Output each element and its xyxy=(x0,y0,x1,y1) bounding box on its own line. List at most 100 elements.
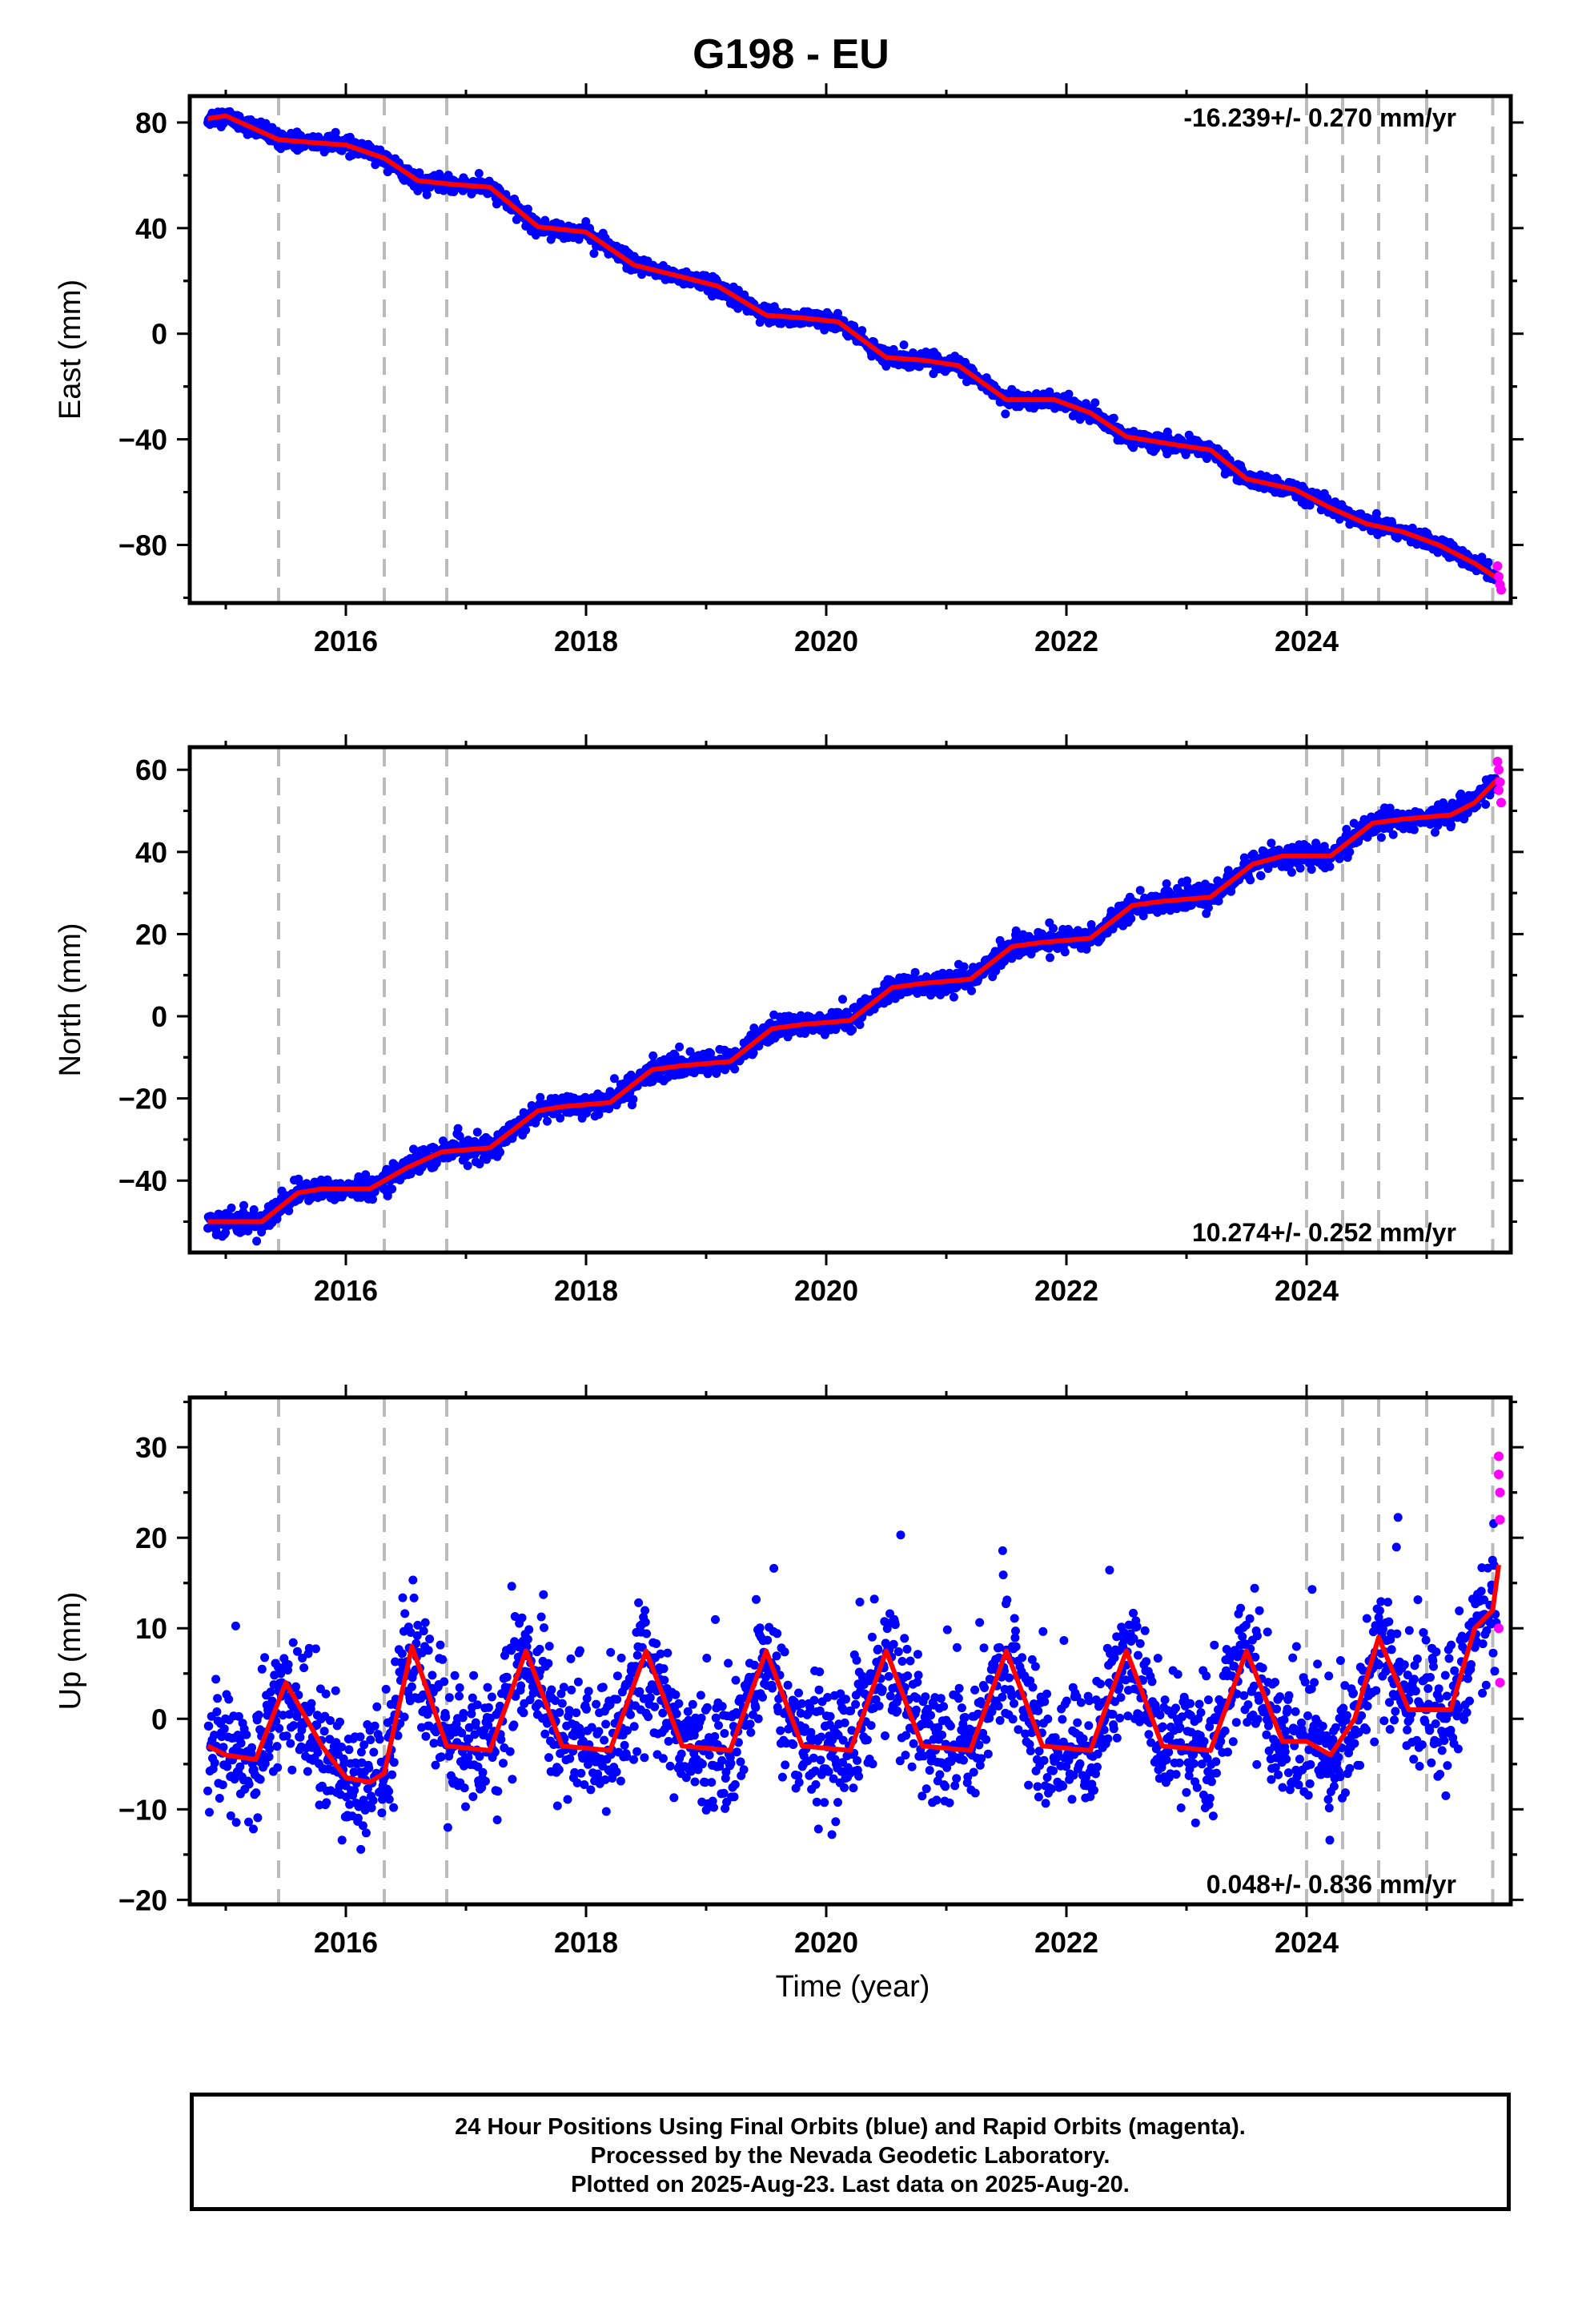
up-final-point xyxy=(242,1730,251,1739)
up-final-point xyxy=(219,1743,228,1752)
north-final-point xyxy=(1456,789,1466,798)
east-y-tick-label: −40 xyxy=(118,424,167,456)
up-final-point xyxy=(275,1723,284,1733)
east-x-tick-label: 2022 xyxy=(1034,625,1098,657)
north-x-tick-label: 2016 xyxy=(314,1274,378,1307)
north-final-point xyxy=(1307,865,1316,875)
north-final-point xyxy=(949,992,958,1002)
north-rapid-point xyxy=(1494,785,1504,795)
north-final-point xyxy=(1367,812,1376,822)
up-final-point xyxy=(236,1739,246,1748)
east-rapid-point xyxy=(1492,561,1503,571)
up-final-point xyxy=(367,1803,376,1812)
up-final-point xyxy=(223,1762,232,1771)
up-final-point xyxy=(282,1731,291,1741)
up-final-point xyxy=(257,1664,267,1674)
east-rapid-point xyxy=(1494,572,1504,582)
north-final-point xyxy=(409,1144,418,1154)
north-final-point xyxy=(227,1203,236,1212)
north-final-point xyxy=(453,1124,463,1133)
up-final-point xyxy=(361,1828,371,1838)
north-final-point xyxy=(609,1074,619,1084)
up-final-point xyxy=(381,1684,391,1694)
up-final-point xyxy=(319,1727,329,1736)
east-x-tick-label: 2016 xyxy=(314,625,378,657)
north-final-point xyxy=(1385,803,1395,813)
north-final-point xyxy=(1481,800,1491,809)
north-final-point xyxy=(1447,820,1456,830)
up-final-point xyxy=(285,1710,294,1719)
up-final-point xyxy=(210,1758,219,1767)
north-final-point xyxy=(1409,825,1419,834)
north-final-point xyxy=(706,1048,715,1058)
up-final-point xyxy=(211,1675,221,1684)
up-final-point xyxy=(254,1711,263,1719)
up-final-point xyxy=(289,1721,299,1731)
north-final-point xyxy=(1060,947,1070,957)
east-final-point xyxy=(413,186,423,195)
up-final-point xyxy=(377,1808,387,1818)
north-final-point xyxy=(1046,953,1054,963)
up-final-point xyxy=(255,1775,265,1784)
up-final-point xyxy=(356,1747,366,1757)
east-final-point xyxy=(899,340,909,350)
up-final-point xyxy=(355,1732,365,1742)
north-final-point xyxy=(801,1029,809,1038)
north-final-point xyxy=(855,1020,865,1029)
up-final-point xyxy=(203,1786,212,1795)
up-final-point xyxy=(304,1643,314,1653)
north-x-tick-label: 2020 xyxy=(794,1274,858,1307)
up-final-point xyxy=(389,1803,399,1812)
up-final-point xyxy=(295,1732,305,1742)
up-final-point xyxy=(224,1695,234,1704)
up-final-point xyxy=(210,1731,219,1740)
up-final-point xyxy=(278,1711,287,1720)
up-final-point xyxy=(253,1813,263,1823)
up-final-point xyxy=(251,1788,261,1798)
up-final-point xyxy=(321,1689,331,1699)
up-final-point xyxy=(369,1747,379,1757)
up-final-point xyxy=(234,1711,243,1721)
east-final-point xyxy=(261,119,271,128)
up-final-point xyxy=(235,1762,245,1771)
up-final-point xyxy=(344,1745,354,1755)
up-final-point xyxy=(273,1763,283,1772)
up-final-point xyxy=(358,1821,367,1831)
up-final-point xyxy=(335,1717,344,1727)
east-x-tick-label: 2020 xyxy=(794,625,858,657)
up-final-point xyxy=(213,1694,223,1703)
east-final-point xyxy=(422,190,432,199)
up-final-point xyxy=(205,1807,214,1817)
north-final-point xyxy=(1447,798,1457,808)
north-final-point xyxy=(1246,875,1255,885)
up-final-point xyxy=(364,1763,374,1773)
up-final-point xyxy=(265,1744,275,1754)
north-final-point xyxy=(463,1161,472,1171)
up-final-point xyxy=(353,1813,363,1823)
north-x-tick-label: 2022 xyxy=(1034,1274,1098,1307)
up-final-point xyxy=(293,1647,302,1656)
north-x-tick-label: 2018 xyxy=(554,1274,618,1307)
up-final-point xyxy=(311,1644,320,1654)
east-final-point xyxy=(1001,409,1010,419)
up-final-point xyxy=(291,1682,300,1691)
north-final-point xyxy=(239,1200,248,1210)
up-final-point xyxy=(370,1721,379,1731)
up-final-point xyxy=(372,1702,382,1711)
north-final-point xyxy=(221,1228,231,1237)
east-y-axis-label: East (mm) xyxy=(54,279,87,420)
east-final-point xyxy=(581,217,591,227)
north-final-point xyxy=(1287,867,1296,877)
east-model-curve xyxy=(207,113,1500,581)
east-final-point xyxy=(1109,413,1118,423)
up-final-point xyxy=(389,1758,399,1767)
north-final-point xyxy=(648,1051,658,1060)
north-final-point xyxy=(536,1092,545,1102)
north-final-point xyxy=(1203,903,1213,912)
chart-title: G198 - EU xyxy=(693,31,889,78)
up-final-point xyxy=(266,1687,275,1697)
up-final-point xyxy=(359,1740,369,1750)
north-final-point xyxy=(749,1048,758,1058)
east-final-point xyxy=(474,169,484,178)
